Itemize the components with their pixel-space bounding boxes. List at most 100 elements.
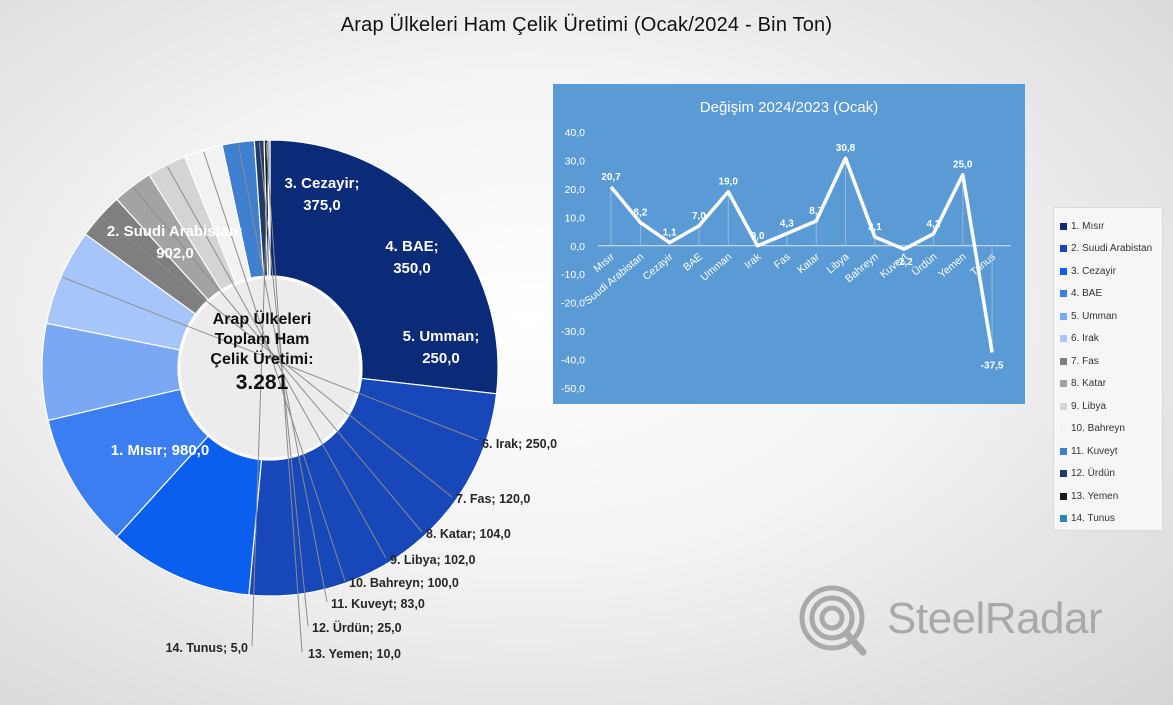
line-value-label: 25,0: [953, 160, 973, 171]
line-value-label: 3,1: [868, 222, 882, 233]
line-value-label: 30,8: [836, 143, 856, 154]
x-category-label: Umman: [698, 251, 734, 284]
legend-label: 12. Ürdün: [1071, 468, 1115, 480]
slice-data-label: 5. Umman; 250,0: [403, 328, 480, 367]
legend-label: 4. BAE: [1071, 288, 1103, 300]
legend-swatch: [1060, 380, 1067, 388]
x-category-label: Cezayir: [641, 251, 676, 283]
change-line-chart-panel: Değişim 2024/2023 (Ocak) 40,0 30,0 20,0 10,…: [553, 84, 1025, 404]
watermark-text: SteelRadar: [887, 594, 1103, 643]
legend-swatch: [1060, 290, 1067, 298]
legend-item: 14. Tunus: [1054, 508, 1162, 531]
legend-label: 5. Umman: [1071, 310, 1118, 322]
legend-swatch: [1060, 267, 1067, 275]
legend-label: 9. Libya: [1071, 400, 1107, 412]
slice-data-label: 3. Cezayir; 375,0: [284, 175, 359, 214]
legend-item: 6. Irak: [1054, 328, 1162, 351]
legend-label: 10. Bahreyn: [1071, 423, 1125, 435]
y-tick-label: 40,0: [565, 127, 586, 139]
slice-data-label: 2. Suudi Arabistan; 902,0: [107, 223, 243, 262]
line-value-label: 19,0: [719, 177, 739, 188]
slice-data-label: 9. Libya; 102,0: [390, 553, 476, 567]
x-category-label: BAE: [681, 251, 705, 274]
x-category-label: Bahreyn: [843, 251, 881, 285]
slice-data-label: 1. Mısır; 980,0: [111, 442, 209, 459]
change-line-chart: Değişim 2024/2023 (Ocak) 40,0 30,0 20,0 10,…: [561, 99, 1011, 395]
legend-swatch: [1060, 222, 1067, 230]
legend-item: 8. Katar: [1054, 373, 1162, 396]
legend-swatch: [1060, 357, 1067, 365]
legend-item: 1. Mısır: [1054, 215, 1162, 238]
y-tick-label: 20,0: [565, 184, 586, 196]
x-category-label: Irak: [742, 250, 764, 271]
line-value-label: 1,1: [663, 228, 677, 239]
leader-line: [251, 141, 270, 647]
legend-item: 5. Umman: [1054, 305, 1162, 328]
legend-swatch: [1060, 425, 1067, 433]
legend-item: 2. Suudi Arabistan: [1054, 238, 1162, 261]
slice-data-label: 6. Irak; 250,0: [482, 437, 557, 451]
legend-label: 14. Tunus: [1071, 513, 1115, 525]
y-tick-label: -40,0: [561, 355, 585, 367]
slice-data-label: 14. Tunus; 5,0: [166, 641, 248, 655]
legend-label: 2. Suudi Arabistan: [1071, 243, 1153, 255]
legend-swatch: [1060, 515, 1067, 523]
legend-item: 12. Ürdün: [1054, 463, 1162, 486]
legend-label: 3. Cezayir: [1071, 265, 1117, 277]
legend-item: 9. Libya: [1054, 395, 1162, 418]
legend-swatch: [1060, 402, 1067, 410]
slice-data-label: 10. Bahreyn; 100,0: [349, 576, 459, 590]
leader-line: [265, 141, 303, 653]
line-value-label: 4,3: [780, 219, 794, 230]
line-value-label: -1,2: [896, 257, 914, 268]
x-category-label: Katar: [795, 251, 822, 277]
leader-line: [133, 187, 423, 533]
y-tick-label: -50,0: [561, 383, 585, 395]
y-tick-label: 10,0: [565, 212, 586, 224]
y-tick-label: -10,0: [561, 269, 585, 281]
center-label-line: Toplam Ham: [214, 331, 310, 348]
slice-data-label: 7. Fas; 120,0: [456, 492, 530, 506]
legend-label: 11. Kuveyt: [1071, 445, 1118, 457]
donut-center-label: Arap Ülkeleri Toplam Ham Çelik Üretimi: …: [187, 310, 337, 393]
steelradar-logo-icon: [799, 585, 867, 656]
slice-data-label: 11. Kuveyt; 83,0: [331, 597, 425, 611]
leader-line: [62, 276, 479, 441]
legend-swatch: [1060, 447, 1067, 455]
x-category-label: Fas: [772, 251, 793, 271]
legend-swatch: [1060, 245, 1067, 253]
line-value-label: 4,2: [927, 219, 941, 230]
line-chart-title: Değişim 2024/2023 (Ocak): [700, 99, 878, 116]
line-value-label: -37,5: [981, 360, 1004, 371]
slice-data-label: 12. Ürdün; 25,0: [312, 620, 402, 635]
slice-data-label: 8. Katar; 104,0: [426, 527, 511, 541]
x-category-label: Ürdün: [910, 251, 940, 279]
legend-item: 10. Bahreyn: [1054, 418, 1162, 441]
legend-swatch: [1060, 492, 1067, 500]
legend-swatch: [1060, 470, 1067, 478]
y-tick-label: -20,0: [561, 298, 585, 310]
legend-label: 6. Irak: [1071, 333, 1099, 345]
leader-line: [167, 166, 387, 559]
leader-line: [101, 216, 453, 498]
legend-label: 8. Katar: [1071, 378, 1107, 390]
change-series-line: [609, 156, 994, 353]
line-value-label: 8,7: [809, 206, 823, 217]
y-tick-label: -30,0: [561, 326, 585, 338]
center-total-value: 3.281: [235, 371, 289, 394]
line-value-label: 20,7: [601, 172, 621, 183]
legend-item: 11. Kuveyt: [1054, 440, 1162, 463]
y-tick-label: 30,0: [565, 155, 586, 167]
legend-label: 13. Yemen: [1071, 490, 1119, 502]
legend-label: 7. Fas: [1071, 355, 1099, 367]
legend-label: 1. Mısır: [1071, 220, 1105, 232]
slice-data-label: 13. Yemen; 10,0: [308, 647, 401, 661]
leader-line: [258, 142, 309, 627]
center-label-line: Arap Ülkeleri: [212, 311, 312, 328]
steelradar-watermark: SteelRadar: [795, 582, 1103, 656]
legend-swatch: [1060, 335, 1067, 343]
line-value-label: 8,2: [633, 207, 647, 218]
legend-item: 4. BAE: [1054, 283, 1162, 306]
legend-item: 13. Yemen: [1054, 485, 1162, 508]
